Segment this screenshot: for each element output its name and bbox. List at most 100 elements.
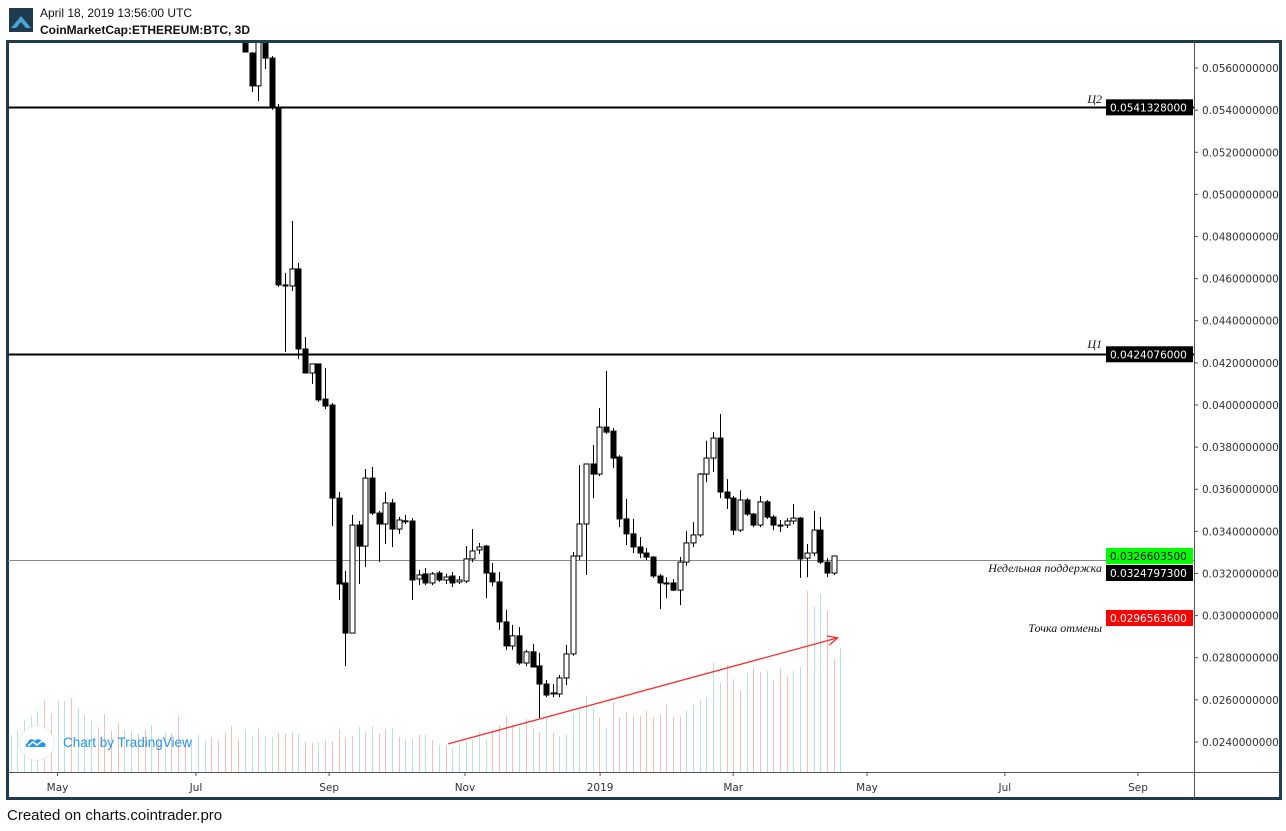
candle-body-down [336, 497, 343, 585]
candle [422, 568, 429, 586]
price-axis[interactable]: 0.0560000000 0.0540000000 0.0520000000 0.05… [1194, 63, 1279, 749]
candle [242, 43, 249, 53]
candle [282, 272, 289, 352]
time-tick-label: Jul [997, 782, 1011, 794]
candle [630, 518, 637, 554]
candle [516, 626, 523, 665]
candle-body-down [536, 665, 543, 685]
price-tick-label: 0.0320000000 [1202, 568, 1279, 580]
candle-body-down [730, 497, 737, 531]
chart-frame [6, 40, 1282, 800]
footer-credit: Created on charts.cointrader.pro [7, 807, 223, 824]
candle [777, 519, 784, 532]
candle-body-up [570, 555, 577, 655]
candle [710, 432, 717, 472]
price-tick-label: 0.0520000000 [1202, 147, 1279, 159]
candle-body-down [503, 621, 510, 647]
candle-body-up [429, 573, 436, 584]
candle [790, 503, 797, 524]
time-tick-label: Jul [189, 782, 203, 794]
candle [550, 684, 557, 698]
candle [382, 491, 389, 544]
candle [724, 479, 731, 510]
candle-body-down [376, 512, 383, 525]
candle-body-up [784, 520, 791, 526]
candle-body-down [322, 398, 329, 407]
candle-body-down [637, 546, 644, 554]
time-tick-label: Sep [319, 782, 339, 794]
candle-body-down [590, 463, 597, 475]
candle-body-down [496, 581, 503, 623]
price-tick-label: 0.0360000000 [1202, 484, 1279, 496]
candle-body-down [249, 52, 256, 87]
candle [757, 495, 764, 528]
price-tick-label: 0.0260000000 [1202, 695, 1279, 707]
candle-body-up [396, 519, 403, 530]
candle-body-up [402, 520, 409, 523]
candle-body-down [302, 348, 309, 374]
candle-body-up [710, 437, 717, 459]
candle-body-up [583, 463, 590, 525]
candle [583, 463, 590, 575]
candle-body-down [764, 501, 771, 518]
candle-body-down [543, 683, 550, 696]
candle [804, 543, 811, 578]
candle-body-down [315, 363, 322, 401]
candle [683, 531, 690, 566]
candle-body-down [329, 404, 336, 499]
candle-body-up [550, 692, 557, 695]
last-price-tag-bg [1106, 565, 1193, 581]
candle [389, 498, 396, 547]
candle [503, 609, 510, 650]
trend-arrow-head-icon [826, 635, 840, 646]
candle [543, 680, 550, 698]
candle [376, 510, 383, 563]
candle [764, 499, 771, 519]
candle-body-down [356, 524, 363, 547]
price-tick-label: 0.0540000000 [1202, 105, 1279, 117]
candle-body-up [697, 473, 704, 536]
candle [643, 547, 650, 561]
tradingview-logo[interactable] [20, 726, 54, 760]
candle [703, 440, 710, 483]
price-tick-label: 0.0400000000 [1202, 400, 1279, 412]
candle-body-up [255, 43, 262, 87]
candle [670, 578, 677, 591]
candle [396, 517, 403, 534]
candle-body-down [717, 437, 724, 493]
candle [817, 517, 824, 565]
candle-body-up [382, 502, 389, 525]
annotations: Ц2 Ц1 Недельная поддержка Точка отмены [987, 92, 1102, 635]
candle-body-down [530, 651, 537, 668]
candle-body-down [282, 284, 289, 287]
candle-body-down [750, 513, 757, 526]
candle [677, 557, 684, 606]
candle-body-down [516, 635, 523, 664]
candle-body-down [610, 430, 617, 459]
candle-body-down [744, 499, 751, 515]
candle-body-up [563, 653, 570, 679]
candle-body-up [443, 576, 450, 581]
candle [536, 652, 543, 718]
candle-body-down [483, 545, 490, 574]
candle-body-down [824, 561, 831, 574]
candle [737, 490, 744, 532]
label-weekly-support: Недельная поддержка [987, 561, 1102, 575]
candle [309, 363, 316, 384]
price-tick-label: 0.0480000000 [1202, 231, 1279, 243]
trend-arrow-line [448, 637, 838, 745]
candle [623, 498, 630, 546]
candle [530, 643, 537, 668]
candle [362, 469, 369, 567]
candle-body-up [349, 524, 356, 634]
candle [576, 465, 583, 561]
resistance-1-price-tag: 0.0424076000 [1110, 349, 1187, 361]
time-axis[interactable]: May Jul Sep Nov 2019 Mar May Jul Sep [47, 772, 1149, 794]
time-tick-label: Mar [723, 782, 743, 794]
candles-layer [242, 43, 838, 718]
volume-layer [11, 591, 841, 772]
tradingview-watermark[interactable]: Chart by TradingView [63, 735, 192, 750]
candle [483, 545, 490, 599]
candle [463, 546, 470, 583]
